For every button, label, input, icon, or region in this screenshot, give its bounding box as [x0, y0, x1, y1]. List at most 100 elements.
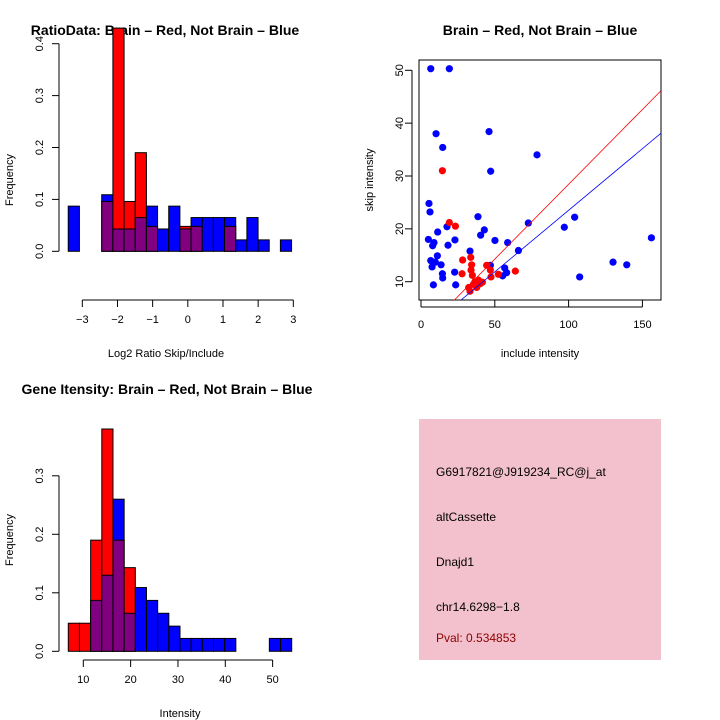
bar-overlap	[90, 599, 103, 652]
bar-not-brain	[201, 637, 215, 652]
point-not-brain	[429, 281, 437, 289]
bar-not-brain	[145, 599, 159, 652]
bar-not-brain	[179, 637, 192, 652]
y-tick-label: 0.1	[34, 192, 46, 207]
bar-not-brain	[168, 205, 181, 252]
point-not-brain	[429, 242, 437, 250]
bar-not-brain	[201, 217, 214, 252]
point-not-brain	[474, 213, 482, 221]
ratio-histogram-xlabel: Log2 Ratio Skip/Include	[108, 348, 224, 360]
gene-name: Dnajd1	[436, 555, 474, 569]
point-brain	[451, 222, 459, 230]
bar-not-brain	[134, 587, 147, 652]
bar-not-brain	[246, 217, 259, 252]
point-not-brain	[433, 252, 441, 260]
point-not-brain	[623, 261, 631, 269]
x-tick-label: 3	[290, 314, 296, 326]
bar-not-brain	[280, 637, 293, 652]
point-not-brain	[504, 238, 512, 247]
x-tick-label: 30	[172, 674, 184, 686]
gene-intensity-title: Gene Itensity: Brain – Red, Not Brain – …	[22, 381, 313, 397]
point-not-brain	[451, 236, 459, 244]
ratio-histogram-ylabel: Frequency	[4, 154, 16, 206]
y-tick-label: 0.0	[34, 644, 46, 659]
point-not-brain	[480, 226, 488, 234]
point-not-brain	[437, 261, 445, 269]
bar-overlap	[101, 574, 114, 652]
point-not-brain	[426, 208, 434, 216]
x-tick-label: 100	[559, 319, 577, 331]
x-tick-label: 10	[77, 674, 89, 686]
bar-overlap	[101, 200, 114, 252]
event-type: altCassette	[436, 510, 496, 524]
point-not-brain	[560, 223, 568, 231]
pval: Pval: 0.534853	[436, 631, 516, 645]
point-brain	[438, 167, 447, 175]
ratio-histogram: RatioData: Brain – Red, Not Brain – Blue…	[4, 22, 299, 360]
probe-id: G6917821@J919234_RC@j_at	[436, 465, 606, 479]
x-tick-label: 0	[185, 314, 191, 326]
bar-not-brain	[213, 637, 226, 652]
y-tick-label: 0.4	[34, 36, 46, 51]
bar-overlap	[179, 228, 192, 252]
point-brain	[459, 256, 467, 264]
point-not-brain	[485, 128, 493, 136]
y-tick-label: 50	[394, 64, 406, 76]
point-brain	[511, 267, 519, 275]
bar-not-brain	[257, 239, 270, 252]
point-not-brain	[487, 167, 495, 175]
x-tick-label: 0	[418, 319, 424, 331]
bar-overlap	[134, 217, 147, 252]
bar-overlap	[112, 228, 125, 252]
x-tick-label: 40	[219, 674, 231, 686]
bar-overlap	[123, 228, 136, 252]
gene-intensity-histogram: Gene Itensity: Brain – Red, Not Brain – …	[4, 381, 313, 720]
bar-overlap	[224, 225, 237, 252]
info-panel-background	[419, 419, 661, 660]
point-not-brain	[647, 234, 656, 242]
info-panel: G6917821@J919234_RC@j_at altCassette Dna…	[419, 419, 661, 660]
gene-intensity-ylabel: Frequency	[4, 514, 16, 566]
point-not-brain	[477, 231, 485, 239]
x-tick-label: 50	[489, 319, 501, 331]
x-tick-label: 2	[255, 314, 261, 326]
point-not-brain	[514, 246, 523, 255]
fit-line-brain	[453, 90, 661, 300]
bar-not-brain	[157, 228, 170, 252]
bar-not-brain	[190, 637, 203, 652]
scatter-xlabel: include intensity	[501, 348, 580, 360]
point-not-brain	[425, 199, 433, 208]
point-brain	[468, 271, 476, 279]
bar-overlap	[123, 612, 136, 652]
x-tick-label: 1	[220, 314, 226, 326]
point-brain	[494, 270, 502, 278]
gene-intensity-xlabel: Intensity	[160, 708, 201, 720]
point-not-brain	[524, 219, 532, 227]
x-tick-label: −2	[111, 314, 124, 326]
point-not-brain	[466, 247, 474, 255]
point-brain	[468, 261, 476, 269]
point-brain	[487, 273, 495, 281]
bar-not-brain	[279, 239, 293, 252]
bar-overlap	[145, 225, 159, 252]
bar-brain	[67, 622, 80, 652]
bar-overlap	[190, 225, 203, 252]
ratio-histogram-title: RatioData: Brain – Red, Not Brain – Blue	[31, 22, 300, 38]
point-not-brain	[434, 228, 442, 236]
x-tick-label: 20	[125, 674, 137, 686]
bar-not-brain	[168, 625, 181, 652]
scatter-ylabel: skip intensity	[364, 148, 376, 211]
point-not-brain	[432, 130, 440, 138]
point-not-brain	[609, 258, 617, 266]
y-tick-label: 30	[394, 170, 406, 182]
point-brain	[458, 270, 466, 278]
y-tick-label: 0.1	[34, 585, 46, 600]
point-brain	[466, 287, 474, 295]
x-tick-label: 150	[633, 319, 651, 331]
bar-not-brain	[235, 239, 248, 252]
fit-line-not-brain	[460, 133, 661, 300]
point-not-brain	[424, 235, 432, 244]
point-not-brain	[444, 241, 452, 249]
scatter-title: Brain – Red, Not Brain – Blue	[443, 22, 638, 38]
